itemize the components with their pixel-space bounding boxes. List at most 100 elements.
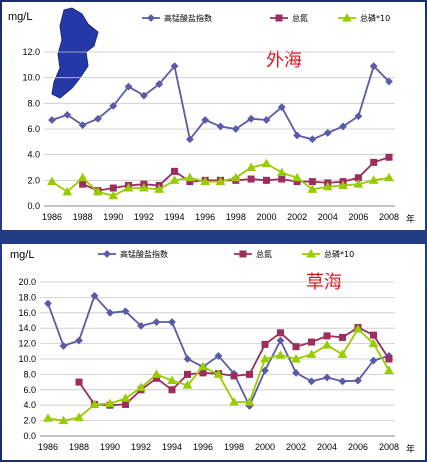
data-point (323, 332, 331, 340)
x-tick-label: 2008 (379, 442, 399, 452)
data-point (168, 386, 176, 394)
data-point (368, 175, 379, 184)
data-point (123, 183, 134, 192)
data-point (262, 176, 270, 184)
data-point (109, 101, 118, 110)
data-point (368, 338, 379, 348)
data-point (216, 122, 225, 131)
x-tick-label: 2006 (348, 442, 368, 452)
data-point (229, 397, 239, 406)
y-tick-label: 10.0 (18, 354, 36, 364)
data-point (155, 80, 164, 88)
data-point (292, 343, 300, 351)
data-point (291, 353, 301, 363)
y-tick-label: 0.0 (23, 431, 36, 441)
data-point (370, 331, 377, 339)
data-point (182, 380, 193, 389)
x-tick-label: 1988 (73, 212, 93, 222)
data-point (89, 399, 100, 408)
y-tick-label: 6.0 (23, 385, 36, 395)
data-point (106, 308, 114, 317)
data-point (262, 116, 271, 124)
data-point (44, 299, 52, 308)
data-point (354, 376, 362, 385)
data-point (385, 77, 393, 86)
x-suffix-label: 年 (406, 213, 415, 224)
y-tick-label: 12.0 (22, 47, 40, 57)
data-point (385, 355, 393, 363)
data-point (339, 122, 347, 131)
x-tick-label: 1986 (42, 212, 62, 222)
lake-map-icon (51, 7, 99, 99)
x-tick-label: 1992 (134, 212, 154, 222)
region-label: 外海 (266, 50, 302, 71)
x-tick-label: 1996 (195, 212, 215, 222)
x-tick-label: 1994 (165, 212, 185, 222)
y-tick-label: 14.0 (18, 323, 36, 333)
data-point (63, 110, 72, 119)
y-tick-label: 8.0 (23, 369, 36, 379)
data-point (322, 340, 332, 349)
data-point (338, 377, 347, 386)
data-point (323, 373, 331, 382)
x-tick-label: 2006 (348, 212, 368, 222)
x-tick-label: 1996 (193, 442, 213, 452)
legend-marker (103, 250, 111, 258)
data-point (353, 179, 364, 188)
data-point (171, 167, 179, 175)
data-point (140, 91, 148, 100)
legend-label: 总磷*10 (324, 249, 354, 259)
data-point (168, 318, 176, 326)
data-point (108, 190, 119, 200)
series-1 (75, 323, 393, 409)
data-point (308, 178, 316, 186)
y-tick-label: 16.0 (18, 308, 36, 318)
data-point (90, 291, 99, 300)
y-tick-label: 8.0 (27, 98, 40, 108)
data-point (77, 172, 88, 182)
data-point (384, 365, 394, 375)
data-point (293, 131, 301, 140)
data-point (94, 114, 102, 123)
data-point (59, 342, 68, 350)
data-point (276, 167, 287, 177)
data-point (167, 375, 177, 385)
y-tick-label: 6.0 (27, 124, 40, 134)
data-point (246, 162, 256, 171)
data-point (198, 361, 208, 371)
data-point (184, 370, 191, 378)
data-point (277, 103, 286, 112)
legend-marker (239, 250, 247, 258)
series-0 (48, 62, 393, 144)
data-point (75, 378, 83, 386)
x-tick-label: 1992 (131, 442, 151, 452)
data-point (353, 323, 363, 333)
data-point (201, 116, 210, 124)
data-point (105, 398, 115, 408)
data-point (247, 175, 255, 183)
x-tick-label: 2000 (256, 212, 276, 222)
data-point (261, 158, 272, 168)
x-tick-label: 2000 (255, 442, 275, 452)
data-point (74, 412, 84, 422)
chart-panel-caohai: mg/L 草海 年 0.0 2.0 4.0 6.0 8.0 10.0 12.0 14.0 16.… (2, 244, 425, 460)
data-point (170, 62, 179, 71)
data-point (151, 369, 162, 378)
y-tick-label: 10.0 (22, 73, 40, 83)
data-point (354, 112, 363, 121)
y-unit-label: mg/L (8, 11, 32, 23)
data-point (322, 181, 333, 191)
data-point (230, 172, 241, 182)
data-point (261, 366, 269, 375)
legend-label: 高锰酸盐指数 (120, 249, 168, 259)
data-point (278, 175, 286, 183)
legend-marker (306, 248, 316, 258)
y-tick-label: 4.0 (23, 400, 36, 410)
x-tick-label: 1998 (224, 442, 244, 452)
y-tick-label: 2.0 (27, 175, 40, 185)
data-point (369, 356, 378, 365)
legend-label: 总氮 (256, 249, 272, 259)
legend-marker (342, 12, 352, 22)
x-tick-label: 2004 (318, 212, 338, 222)
data-point (261, 340, 269, 348)
